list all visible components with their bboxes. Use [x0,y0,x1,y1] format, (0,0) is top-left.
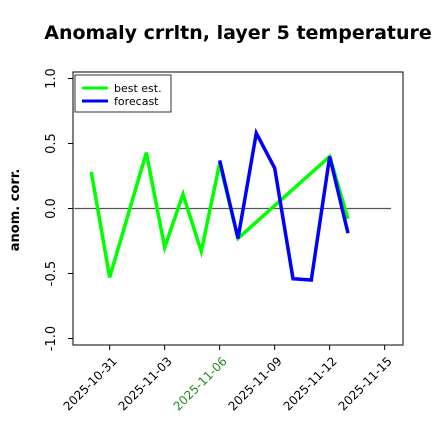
series-layer [89,127,350,282]
x-tick-label: 2025-10-31 [61,354,120,413]
series-line-forecast [217,127,350,282]
series-line-best-est [89,152,350,278]
y-tick-label: 0.5 [44,133,59,154]
x-tick-label: 2025-11-03 [116,354,175,413]
x-axis: 2025-10-312025-11-032025-11-062025-11-09… [61,345,395,413]
y-tick-label: 0.0 [44,198,59,219]
legend-label-forecast: forecast [114,95,159,108]
y-tick-label: 1.0 [44,68,59,89]
x-tick-label: 2025-11-12 [281,354,340,413]
y-axis-label: anom. corr. [8,169,23,252]
y-tick-label: -1.0 [44,326,59,351]
x-tick-label: 2025-11-15 [336,354,395,413]
legend-box [74,74,172,113]
legend: best est. forecast [74,74,172,113]
legend-label-best-est: best est. [114,82,162,95]
chart-title: Anomaly crrltn, layer 5 temperature [44,22,432,44]
y-tick-label: -0.5 [44,261,59,286]
y-axis: -1.0 -0.5 0.0 0.5 1.0 [44,68,73,351]
x-tick-label: 2025-11-09 [226,354,285,413]
x-tick-label: 2025-11-06 [171,354,230,413]
